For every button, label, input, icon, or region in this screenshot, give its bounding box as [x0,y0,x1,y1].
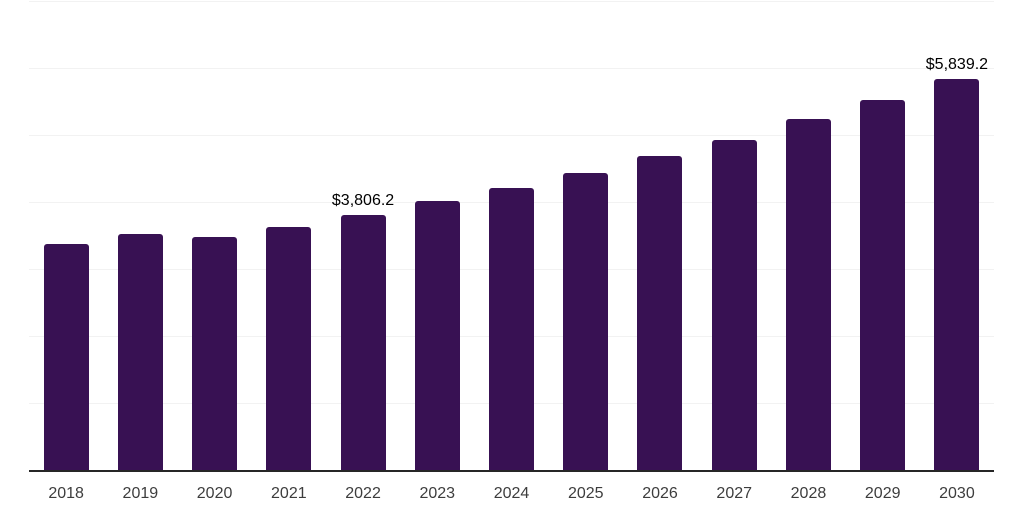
plot-area: $3,806.2 $5,839.2 [29,1,994,472]
bar-slot-2021 [252,1,326,470]
x-tick-label-2026: 2026 [642,485,678,502]
bar-2020[interactable] [192,236,238,470]
bar-2021[interactable] [266,226,312,470]
x-tick-label-2024: 2024 [493,485,530,502]
bar-slot-2020 [177,1,251,470]
bar-slot-2030: $5,839.2 [920,1,994,470]
bar-2030[interactable] [934,78,980,470]
bar-slot-2026 [623,1,697,470]
gridline [29,68,994,69]
bar-slot-2028 [771,1,845,470]
x-axis: 2018 2019 2020 2021 2022 2023 2024 2025 2026 2027… [29,472,994,503]
x-tick-label-2029: 2029 [864,485,901,502]
x-tick-label-2022: 2022 [345,485,381,502]
x-tick-label-2028: 2028 [790,485,827,502]
gridline [29,1,994,2]
bar-2019[interactable] [117,234,163,470]
bar-2024[interactable] [489,187,535,470]
x-tick-label-2027: 2027 [716,485,753,502]
bar-2023[interactable] [414,201,460,470]
bar-slot-2029 [846,1,920,470]
x-tick-label-2023: 2023 [419,485,456,502]
x-tick-label-2021: 2021 [271,485,307,502]
bar-value-label-2022: $3,806.2 [331,192,395,209]
bar-2025[interactable] [563,172,609,470]
x-tick-label-2019: 2019 [122,485,159,502]
bar-slot-2025 [549,1,623,470]
bar-slot-2019 [103,1,177,470]
bar-value-label-2030: $5,839.2 [925,55,989,73]
x-tick-label-2020: 2020 [196,485,233,502]
bar-2027[interactable] [711,139,757,470]
bar-2029[interactable] [860,99,906,470]
bar-slot-2023 [400,1,474,470]
bar-slot-2027 [697,1,771,470]
bar-slot-2018 [29,1,103,470]
bar-2018[interactable] [43,244,89,470]
bar-2028[interactable] [785,118,831,470]
bar-slot-2022: $3,806.2 [326,1,400,470]
x-tick-label-2030: 2030 [939,485,975,502]
bar-2022[interactable] [340,215,386,470]
gridline [29,135,994,136]
bar-slot-2024 [474,1,548,470]
bars-row: $3,806.2 $5,839.2 [29,1,994,470]
x-tick-label-2018: 2018 [48,485,84,502]
x-tick-label-2025: 2025 [567,485,604,502]
bar-2026[interactable] [637,155,683,470]
